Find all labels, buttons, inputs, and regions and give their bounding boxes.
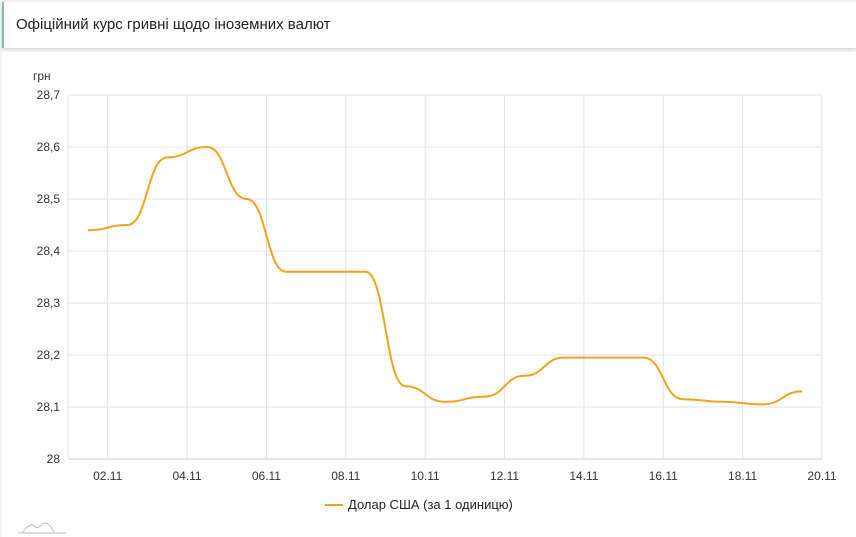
y-tick-label: 28,4 <box>37 244 61 258</box>
legend-swatch <box>325 503 343 506</box>
y-axis-label: грн <box>33 69 51 83</box>
x-tick-label: 06.11 <box>252 469 281 483</box>
x-tick-label: 10.11 <box>411 469 440 483</box>
x-tick-label: 12.11 <box>490 469 519 483</box>
x-tick-label: 14.11 <box>569 469 598 483</box>
series-line-usd <box>87 145 803 406</box>
x-tick-label: 18.11 <box>728 469 757 483</box>
panel-header: Офіційний курс гривні щодо іноземних вал… <box>2 2 856 48</box>
y-tick-label: 28,2 <box>37 348 61 362</box>
x-tick-label: 04.11 <box>172 469 201 483</box>
panel-title: Офіційний курс гривні щодо іноземних вал… <box>16 16 331 33</box>
y-tick-label: 28,5 <box>37 192 61 206</box>
x-tick-label: 16.11 <box>649 469 678 483</box>
mountain-logo-icon <box>18 522 66 534</box>
y-tick-label: 28 <box>47 452 61 466</box>
legend-label: Долар США (за 1 одиницю) <box>348 497 513 512</box>
legend[interactable]: Долар США (за 1 одиницю) <box>325 497 513 512</box>
y-tick-label: 28,7 <box>37 88 61 102</box>
y-tick-label: 28,1 <box>37 400 61 414</box>
y-tick-label: 28,6 <box>37 140 61 154</box>
x-tick-label: 02.11 <box>93 469 122 483</box>
y-tick-label: 28,3 <box>37 296 61 310</box>
x-tick-label: 20.11 <box>807 469 836 483</box>
chart-panel <box>2 52 856 537</box>
x-tick-label: 08.11 <box>331 469 360 483</box>
